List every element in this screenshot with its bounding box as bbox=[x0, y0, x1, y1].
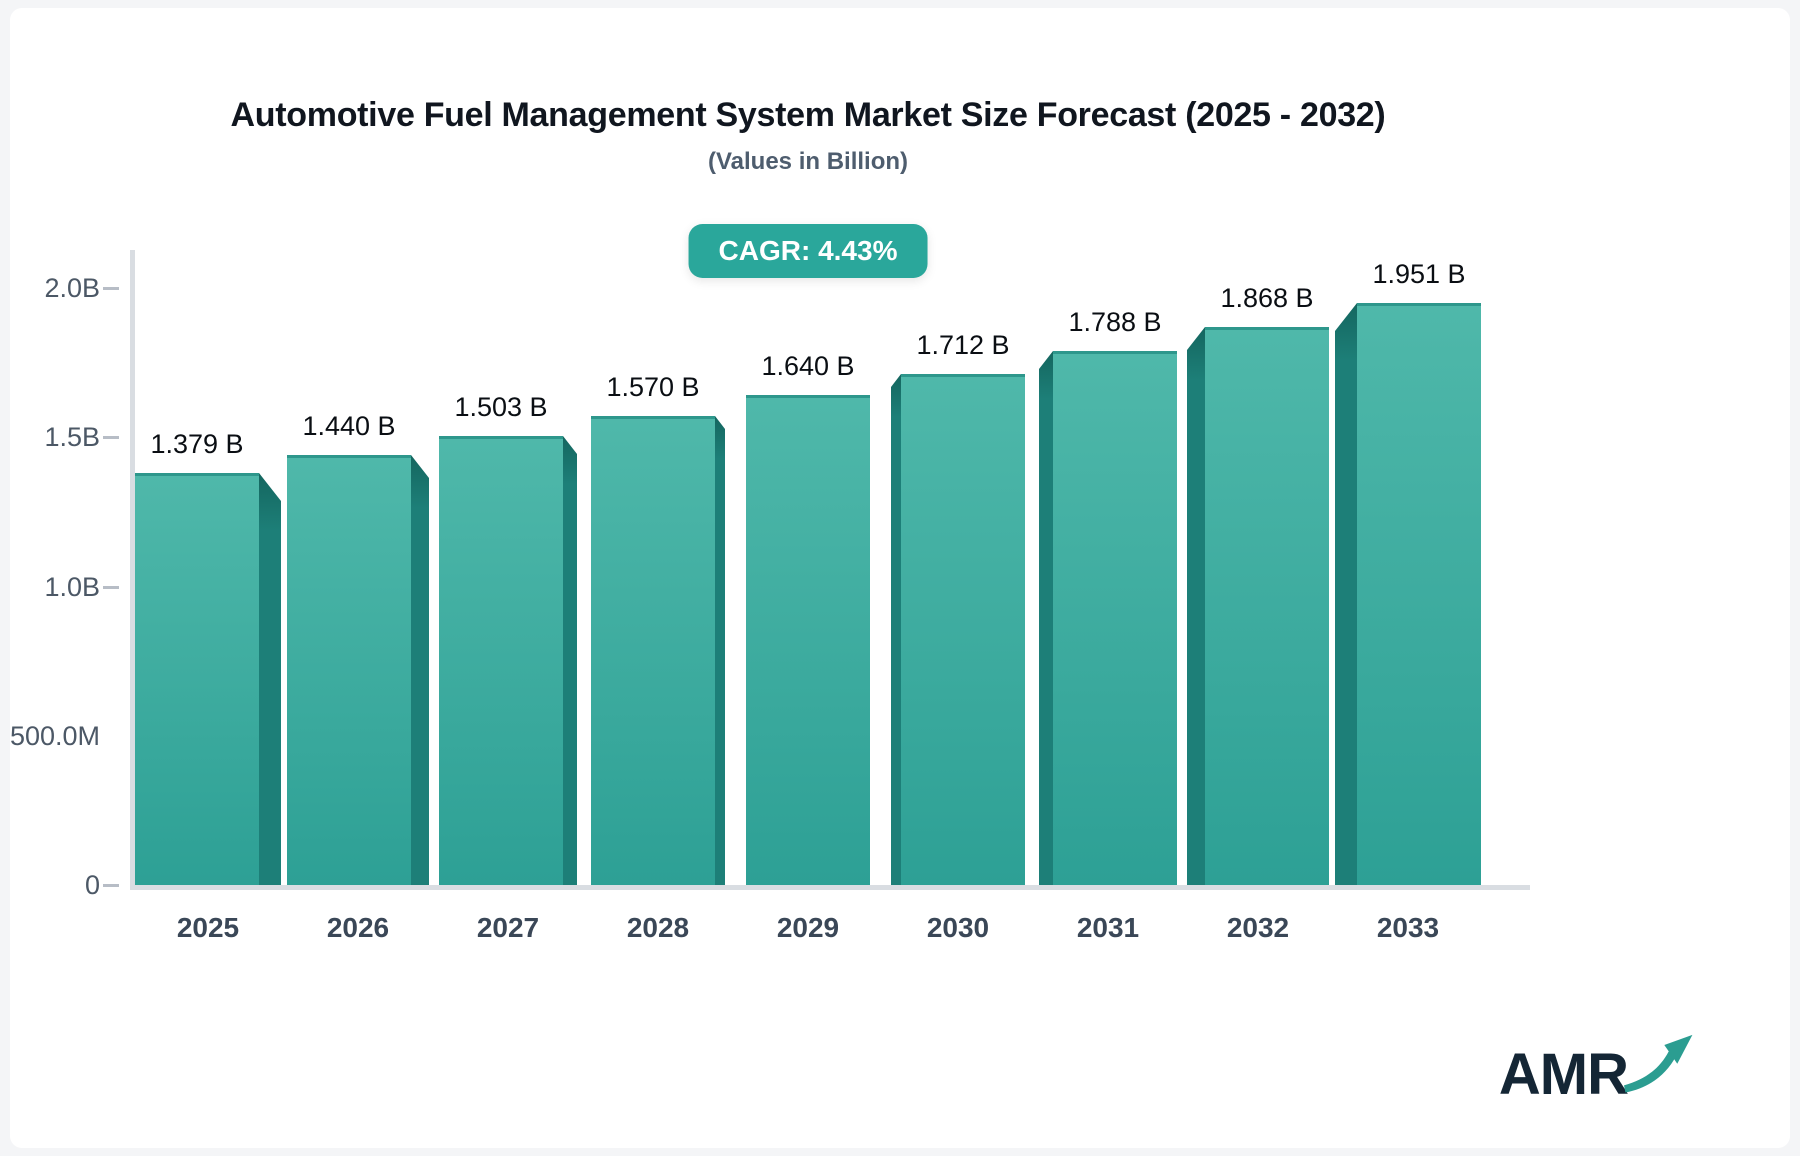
amr-logo-text: AMR bbox=[1498, 1042, 1629, 1107]
growth-arrow-icon bbox=[1624, 1029, 1696, 1102]
bar-side-2030 bbox=[891, 374, 901, 885]
amr-logo: AMR bbox=[1499, 1029, 1696, 1104]
x-axis-label-2026[interactable]: 2026 bbox=[326, 912, 390, 943]
bar-value-label-2030: 1.712 B bbox=[916, 330, 1010, 360]
bar-2029[interactable] bbox=[746, 395, 870, 885]
x-axis-label-2025[interactable]: 2025 bbox=[176, 912, 240, 943]
page-subtitle: (Values in Billion) bbox=[707, 148, 909, 175]
bar-2026[interactable] bbox=[287, 455, 429, 885]
x-axis-label-2028[interactable]: 2028 bbox=[626, 912, 690, 943]
bar-value-label-2026: 1.440 B bbox=[302, 411, 396, 441]
bar-2032[interactable] bbox=[1187, 327, 1329, 885]
bar-2028[interactable] bbox=[591, 416, 725, 885]
bar-2030[interactable] bbox=[891, 374, 1025, 885]
bar-face-2028 bbox=[591, 416, 715, 885]
y-tick-mark bbox=[103, 586, 119, 589]
x-axis-label-2029[interactable]: 2029 bbox=[776, 912, 840, 943]
bar-side-2031 bbox=[1039, 351, 1053, 885]
bar-face-2032 bbox=[1205, 327, 1329, 885]
bar-side-2026 bbox=[411, 455, 429, 885]
x-axis-label-2032[interactable]: 2032 bbox=[1226, 912, 1290, 943]
bar-face-2027 bbox=[439, 436, 563, 885]
bar-value-label-2028: 1.570 B bbox=[606, 372, 700, 402]
x-axis-label-2033[interactable]: 2033 bbox=[1376, 912, 1440, 943]
bar-side-2033 bbox=[1335, 303, 1357, 885]
bar-side-2025 bbox=[259, 473, 281, 885]
bar-value-label-2033: 1.951 B bbox=[1372, 259, 1466, 289]
y-tick-label-1.0B: 1.0B bbox=[44, 572, 100, 602]
bar-side-2032 bbox=[1187, 327, 1205, 885]
bar-face-2031 bbox=[1053, 351, 1177, 885]
y-tick-mark bbox=[103, 287, 119, 290]
x-axis-label-2027[interactable]: 2027 bbox=[476, 912, 540, 943]
y-axis-line bbox=[130, 250, 135, 890]
cagr-badge: CAGR: 4.43% bbox=[688, 224, 928, 278]
bar-value-label-2029: 1.640 B bbox=[761, 351, 855, 381]
bar-face-2025 bbox=[135, 473, 259, 885]
bar-side-2027 bbox=[563, 436, 577, 885]
bar-face-2026 bbox=[287, 455, 411, 885]
bar-2033[interactable] bbox=[1335, 303, 1481, 885]
bar-2027[interactable] bbox=[439, 436, 577, 885]
y-tick-label-1.5B: 1.5B bbox=[44, 422, 100, 452]
bar-side-2028 bbox=[715, 416, 725, 885]
bar-face-2029 bbox=[746, 395, 870, 885]
bar-2031[interactable] bbox=[1039, 351, 1177, 885]
bar-value-label-2025: 1.379 B bbox=[150, 429, 244, 459]
y-tick-mark bbox=[103, 884, 119, 887]
y-tick-label-500.0M: 500.0M bbox=[9, 721, 100, 751]
bar-value-label-2027: 1.503 B bbox=[454, 392, 548, 422]
x-axis-label-2030[interactable]: 2030 bbox=[926, 912, 990, 943]
x-axis-line bbox=[130, 885, 1530, 890]
y-tick-label-2.0B: 2.0B bbox=[44, 273, 100, 303]
bar-value-label-2031: 1.788 B bbox=[1068, 307, 1162, 337]
bar-2025[interactable] bbox=[135, 473, 281, 885]
y-tick-label-0: 0 bbox=[84, 870, 100, 900]
x-axis-label-2031[interactable]: 2031 bbox=[1076, 912, 1140, 943]
bar-face-2030 bbox=[901, 374, 1025, 885]
bar-value-label-2032: 1.868 B bbox=[1220, 283, 1314, 313]
page-title: Automotive Fuel Management System Market… bbox=[230, 96, 1386, 134]
y-tick-mark bbox=[103, 436, 119, 439]
bar-face-2033 bbox=[1357, 303, 1481, 885]
